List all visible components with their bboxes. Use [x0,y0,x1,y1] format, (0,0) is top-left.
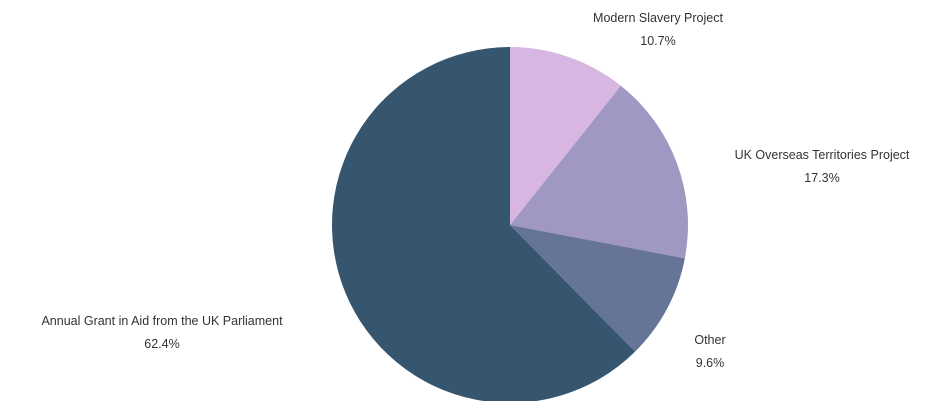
slice-label-percent: 62.4% [144,337,179,351]
slice-label-percent: 9.6% [696,356,725,370]
slice-label-modern-slavery-project: Modern Slavery Project 10.7% [593,11,723,48]
slice-label-name: Other [694,333,725,347]
slice-label-other: Other 9.6% [694,333,725,370]
pie-slice-modern-slavery-project [510,47,621,225]
slice-label-name: Modern Slavery Project [593,11,723,25]
pie-slices [332,47,689,401]
slice-label-uk-overseas-territories-project: UK Overseas Territories Project 17.3% [735,148,910,185]
slice-label-percent: 17.3% [804,171,839,185]
slice-label-percent: 10.7% [640,34,675,48]
pie-slice-other [510,225,685,352]
slice-label-name: Annual Grant in Aid from the UK Parliame… [41,314,283,328]
slice-label-name: UK Overseas Territories Project [735,148,910,162]
pie-slice-annual-grant-in-aid-from-the-uk-parliament [332,47,636,401]
slice-label-annual-grant-in-aid: Annual Grant in Aid from the UK Parliame… [41,314,283,351]
pie-slice-uk-overseas-territories-project [510,85,689,259]
